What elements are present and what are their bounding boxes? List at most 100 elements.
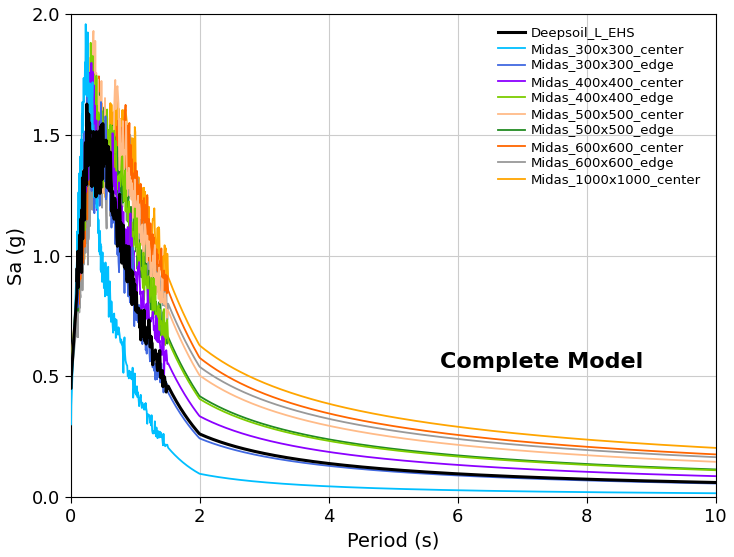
- Line: Midas_500x500_edge: Midas_500x500_edge: [70, 71, 716, 470]
- Midas_500x500_center: [711, 458, 720, 465]
- Midas_300x300_edge: [364, 466, 373, 473]
- Midas_300x300_edge: [137, 318, 146, 325]
- Midas_1000x1000_center: [711, 444, 720, 451]
- Deepsoil_L_EHS: [66, 385, 75, 392]
- Midas_600x600_center: [673, 449, 682, 456]
- Midas_600x600_center: [364, 418, 373, 425]
- Midas_300x300_center: [66, 421, 75, 428]
- Midas_400x400_center: [673, 472, 682, 478]
- Midas_400x400_edge: [559, 460, 567, 467]
- Line: Midas_500x500_center: Midas_500x500_center: [70, 31, 716, 462]
- Midas_400x400_edge: [87, 40, 95, 46]
- Midas_400x400_center: [559, 467, 567, 474]
- Deepsoil_L_EHS: [178, 408, 187, 415]
- Midas_600x600_center: [172, 307, 181, 314]
- Midas_600x600_center: [711, 451, 720, 458]
- Deepsoil_L_EHS: [137, 333, 146, 340]
- Midas_500x500_edge: [711, 466, 720, 473]
- Midas_400x400_edge: [711, 467, 720, 473]
- Midas_1000x1000_center: [172, 294, 181, 301]
- Midas_400x400_center: [711, 473, 720, 480]
- Midas_600x600_edge: [178, 333, 187, 340]
- Midas_1000x1000_center: [364, 409, 373, 416]
- Midas_600x600_edge: [172, 319, 181, 326]
- Midas_400x400_edge: [172, 355, 181, 361]
- Midas_400x400_center: [137, 302, 146, 309]
- Deepsoil_L_EHS: [172, 398, 181, 404]
- Midas_500x500_edge: [90, 67, 98, 74]
- Midas_500x500_center: [364, 430, 373, 437]
- Midas_300x300_edge: [66, 390, 75, 397]
- Midas_400x400_edge: [364, 444, 373, 451]
- Midas_400x400_edge: [178, 368, 187, 374]
- Line: Midas_1000x1000_center: Midas_1000x1000_center: [70, 61, 716, 448]
- Midas_400x400_center: [172, 377, 181, 383]
- Midas_1000x1000_center: [88, 57, 97, 64]
- Line: Midas_300x300_center: Midas_300x300_center: [70, 24, 716, 494]
- Midas_600x600_edge: [711, 454, 720, 461]
- Midas_500x500_edge: [673, 465, 682, 471]
- Midas_600x600_edge: [364, 423, 373, 430]
- Midas_500x500_edge: [559, 460, 567, 466]
- X-axis label: Period (s): Period (s): [347, 531, 440, 550]
- Midas_500x500_edge: [66, 373, 75, 380]
- Midas_300x300_center: [178, 459, 187, 466]
- Deepsoil_L_EHS: [711, 479, 720, 486]
- Midas_500x500_center: [559, 450, 567, 457]
- Line: Midas_400x400_center: Midas_400x400_center: [70, 63, 716, 476]
- Midas_1000x1000_center: [673, 442, 682, 449]
- Midas_500x500_center: [89, 28, 98, 35]
- Midas_600x600_center: [559, 442, 567, 448]
- Deepsoil_L_EHS: [559, 475, 567, 482]
- Midas_300x300_center: [673, 490, 682, 496]
- Line: Midas_600x600_center: Midas_600x600_center: [70, 76, 716, 455]
- Midas_400x400_edge: [66, 373, 75, 380]
- Midas_500x500_center: [137, 229, 146, 236]
- Deepsoil_L_EHS: [673, 478, 682, 485]
- Midas_400x400_center: [178, 388, 187, 395]
- Midas_300x300_center: [172, 453, 181, 460]
- Midas_500x500_edge: [364, 442, 373, 449]
- Midas_1000x1000_center: [559, 434, 567, 441]
- Legend: Deepsoil_L_EHS, Midas_300x300_center, Midas_300x300_edge, Midas_400x400_center, : Deepsoil_L_EHS, Midas_300x300_center, Mi…: [493, 21, 707, 192]
- Midas_400x400_edge: [137, 267, 146, 274]
- Midas_400x400_center: [364, 454, 373, 461]
- Midas_600x600_center: [137, 238, 146, 245]
- Midas_400x400_center: [66, 383, 75, 389]
- Deepsoil_L_EHS: [82, 101, 91, 108]
- Midas_300x300_edge: [673, 480, 682, 486]
- Midas_300x300_center: [711, 490, 720, 497]
- Midas_300x300_edge: [178, 414, 187, 421]
- Line: Deepsoil_L_EHS: Deepsoil_L_EHS: [70, 104, 716, 482]
- Y-axis label: Sa (g): Sa (g): [7, 227, 26, 285]
- Midas_300x300_center: [364, 485, 373, 491]
- Line: Midas_400x400_edge: Midas_400x400_edge: [70, 43, 716, 470]
- Midas_500x500_center: [66, 368, 75, 375]
- Midas_300x300_center: [559, 488, 567, 495]
- Midas_400x400_center: [87, 60, 96, 66]
- Midas_300x300_edge: [559, 476, 567, 483]
- Deepsoil_L_EHS: [364, 465, 373, 471]
- Midas_600x600_center: [90, 72, 98, 79]
- Midas_500x500_center: [178, 341, 187, 348]
- Line: Midas_600x600_edge: Midas_600x600_edge: [70, 97, 716, 457]
- Midas_600x600_center: [66, 370, 75, 377]
- Midas_500x500_edge: [172, 351, 181, 358]
- Midas_600x600_edge: [137, 198, 146, 205]
- Midas_600x600_edge: [673, 452, 682, 458]
- Text: Complete Model: Complete Model: [440, 352, 643, 372]
- Midas_600x600_edge: [559, 445, 567, 452]
- Midas_600x600_edge: [94, 94, 103, 101]
- Midas_300x300_edge: [711, 480, 720, 487]
- Midas_600x600_edge: [66, 385, 75, 392]
- Midas_600x600_center: [178, 322, 187, 329]
- Midas_300x300_edge: [172, 404, 181, 411]
- Midas_500x500_center: [172, 327, 181, 334]
- Midas_300x300_center: [81, 21, 90, 27]
- Midas_400x400_edge: [673, 466, 682, 472]
- Midas_500x500_edge: [178, 365, 187, 372]
- Midas_500x500_center: [673, 457, 682, 463]
- Midas_500x500_edge: [137, 247, 146, 253]
- Midas_1000x1000_center: [66, 373, 75, 380]
- Midas_1000x1000_center: [137, 204, 146, 211]
